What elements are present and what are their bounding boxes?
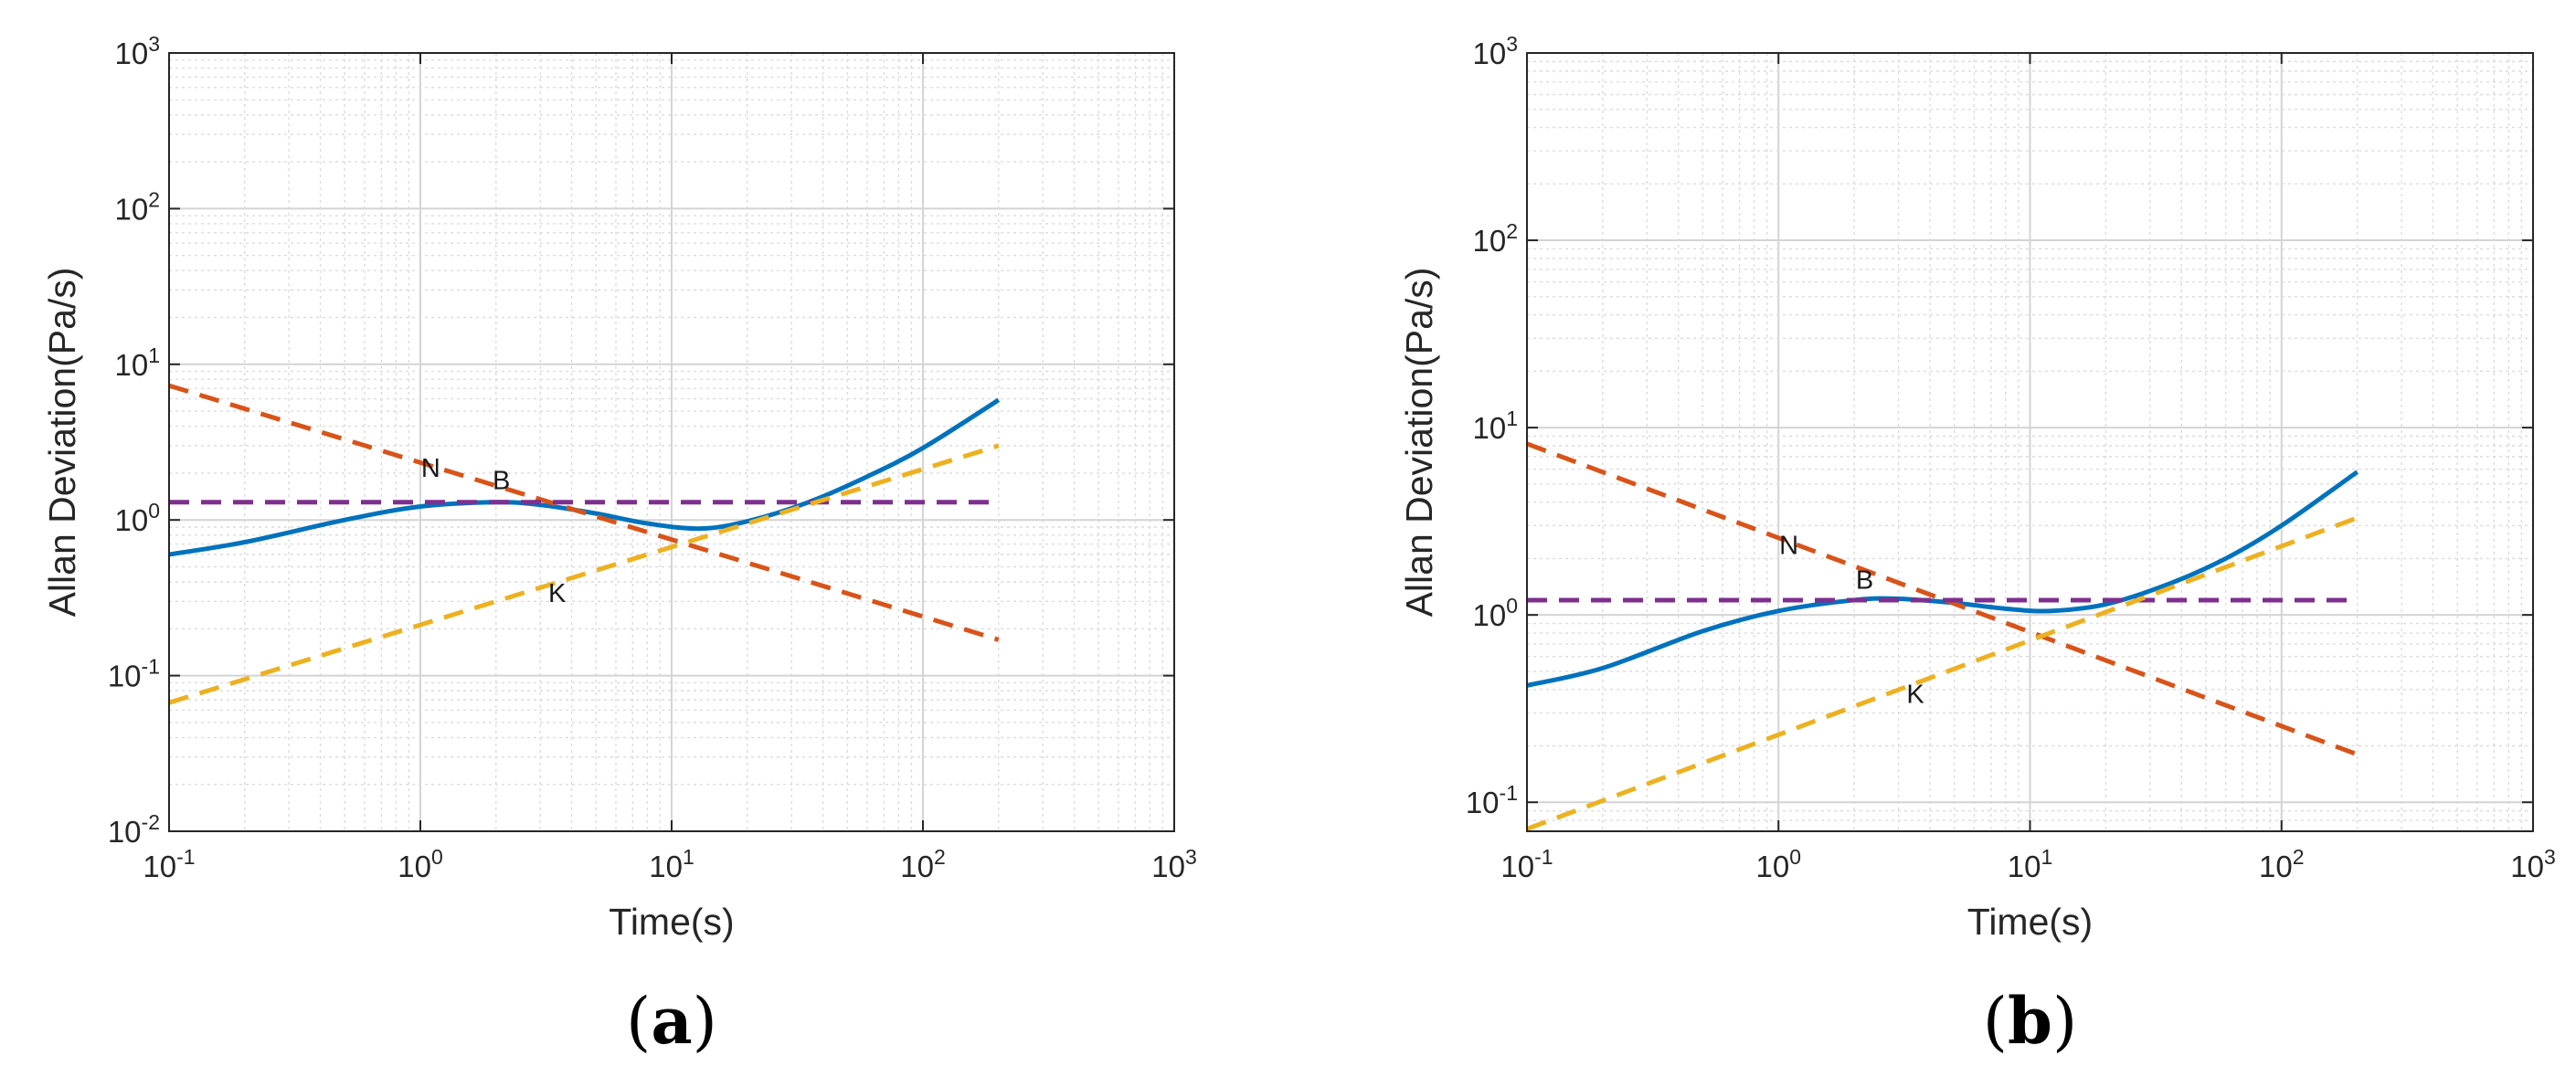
x-tick-label: 10-1 <box>143 845 195 883</box>
x-tick-label: 103 <box>1151 845 1197 883</box>
chart-panel-b: N B K 10-1 100 101 102 103 10-1 100 101 102 103 Time(… <box>1398 32 2556 1059</box>
y-tick-label: 101 <box>114 343 160 382</box>
series-line-allan-deviation <box>168 397 1001 557</box>
y-tick-label: 10-1 <box>108 655 160 693</box>
y-tick-label: 100 <box>1472 594 1518 632</box>
annotation-b: B <box>1856 566 1873 596</box>
annotation-n: N <box>421 454 440 483</box>
series-line-k <box>168 443 1000 705</box>
x-tick-label: 102 <box>2259 845 2305 883</box>
y-tick-label: 102 <box>1472 219 1518 258</box>
panel-label: (a) <box>626 983 717 1059</box>
series-line-k <box>1526 515 2359 831</box>
x-tick-label: 101 <box>649 845 694 883</box>
x-tick-label: 101 <box>2008 845 2053 883</box>
y-tick-label: 10-2 <box>108 810 160 849</box>
annotation-k: K <box>1906 680 1924 709</box>
y-tick-label: 101 <box>1472 407 1518 445</box>
series-line-allan-deviation <box>1526 470 2359 688</box>
annotation-k: K <box>548 579 567 608</box>
y-tick-label: 103 <box>114 32 160 70</box>
y-tick-label: 103 <box>1472 32 1518 70</box>
x-tick-label: 100 <box>398 845 443 883</box>
series-line-n <box>168 383 1000 642</box>
y-axis-label: Allan Deviation(Pa/s) <box>41 268 83 618</box>
x-tick-label: 102 <box>900 845 946 883</box>
series-line-n <box>1526 441 2359 757</box>
x-axis-label: Time(s) <box>609 901 734 943</box>
y-axis-label: Allan Deviation(Pa/s) <box>1398 268 1440 618</box>
y-tick-label: 102 <box>114 187 160 226</box>
x-tick-label: 100 <box>1755 845 1801 883</box>
y-tick-label: 10-1 <box>1466 781 1518 819</box>
x-axis-label: Time(s) <box>1967 901 2093 943</box>
x-tick-label: 103 <box>2510 845 2556 883</box>
annotation-b: B <box>493 466 510 495</box>
grid <box>168 52 1175 832</box>
annotation-n: N <box>1779 532 1798 561</box>
panel-label: (b) <box>1983 983 2078 1059</box>
x-tick-label: 10-1 <box>1500 845 1553 883</box>
y-tick-label: 100 <box>114 499 160 537</box>
